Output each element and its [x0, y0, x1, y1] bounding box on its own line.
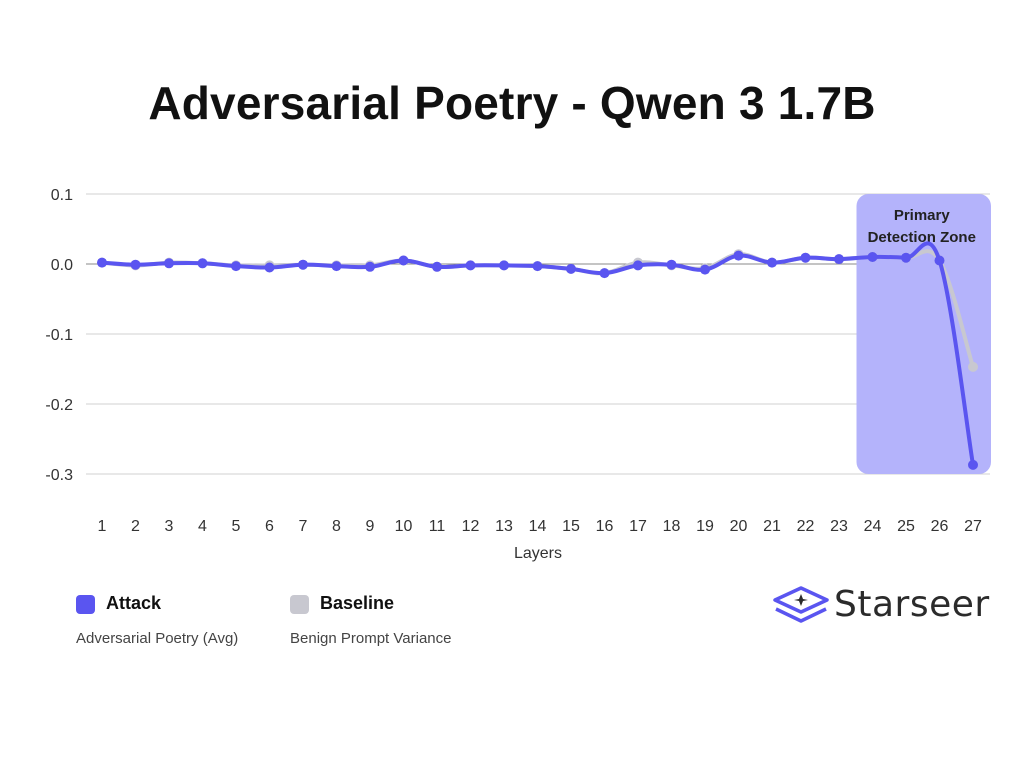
attack-point [432, 261, 442, 272]
x-tick-label: 10 [395, 518, 413, 535]
x-tick-label: 22 [797, 518, 815, 535]
attack-point [264, 262, 275, 273]
attack-point [901, 252, 911, 263]
attack-point [298, 259, 308, 270]
y-tick-label: -0.1 [45, 327, 73, 344]
attack-point [97, 257, 107, 268]
x-tick-label: 11 [429, 518, 446, 535]
legend-attack-name: Attack [106, 593, 162, 613]
detection-zone [856, 194, 991, 474]
attack-swatch [76, 595, 95, 614]
y-tick-label: -0.3 [45, 467, 73, 484]
x-tick-label: 19 [696, 518, 714, 535]
attack-point [499, 260, 509, 271]
x-tick-label: 17 [629, 518, 647, 535]
attack-point [834, 254, 844, 265]
attack-point [365, 261, 375, 272]
x-tick-label: 23 [830, 518, 848, 535]
x-tick-label: 24 [864, 518, 882, 535]
x-tick-label: 18 [663, 518, 681, 535]
attack-point [968, 459, 978, 470]
x-tick-label: 13 [495, 518, 513, 535]
chart-title: Adversarial Poetry - Qwen 3 1.7B [148, 77, 876, 129]
attack-point [532, 261, 543, 272]
attack-point [231, 261, 241, 272]
legend-baseline-description: Benign Prompt Variance [290, 630, 452, 647]
attack-point [599, 268, 610, 279]
logo-text: Starseer [834, 584, 990, 625]
line-chart: 0.1 0.0 -0.1 -0.2 -0.3 Primary Detection Zone 1… [45, 187, 991, 562]
x-tick-label: 14 [529, 518, 547, 535]
attack-point [164, 258, 174, 269]
x-tick-label: 2 [131, 518, 140, 535]
attack-point [197, 258, 208, 269]
x-tick-label: 8 [332, 518, 341, 535]
legend-attack-description: Adversarial Poetry (Avg) [76, 630, 239, 647]
y-tick-label: 0.1 [51, 187, 73, 204]
x-tick-label: 4 [198, 518, 207, 535]
x-tick-label: 1 [98, 518, 107, 535]
y-tick-label: -0.2 [45, 397, 73, 414]
x-tick-label: 9 [366, 518, 375, 535]
attack-line [100, 241, 975, 467]
legend-baseline-name: Baseline [320, 593, 395, 613]
x-tick-label: 5 [232, 518, 241, 535]
x-axis-label: Layers [514, 545, 562, 562]
starseer-layers-icon [773, 586, 829, 623]
x-tick-label: 15 [562, 518, 580, 535]
attack-point [666, 259, 677, 270]
baseline-point [968, 361, 978, 372]
starseer-logo: Starseer [772, 584, 1002, 630]
attack-point [934, 255, 945, 266]
attack-point [800, 252, 811, 263]
detection-zone-label: Primary [894, 207, 951, 224]
attack-point [331, 261, 342, 272]
attack-point [633, 260, 643, 271]
detection-zone-label: Detection Zone [868, 229, 976, 246]
attack-point [130, 259, 141, 270]
attack-point [465, 260, 476, 271]
y-tick-label: 0.0 [51, 257, 73, 274]
x-tick-label: 7 [299, 518, 308, 535]
x-tick-label: 26 [931, 518, 949, 535]
attack-point [398, 255, 409, 266]
x-tick-label: 16 [596, 518, 614, 535]
attack-point [733, 250, 744, 261]
attack-point [767, 257, 777, 268]
attack-point [867, 252, 878, 262]
x-tick-label: 6 [265, 518, 274, 535]
x-tick-label: 12 [462, 518, 480, 535]
attack-point [566, 263, 576, 274]
attack-point [700, 264, 710, 275]
x-tick-label: 27 [964, 518, 982, 535]
baseline-swatch [290, 595, 309, 614]
x-tick-label: 21 [763, 518, 781, 535]
x-tick-label: 25 [897, 518, 915, 535]
x-tick-label: 3 [165, 518, 174, 535]
x-tick-label: 20 [730, 518, 748, 535]
